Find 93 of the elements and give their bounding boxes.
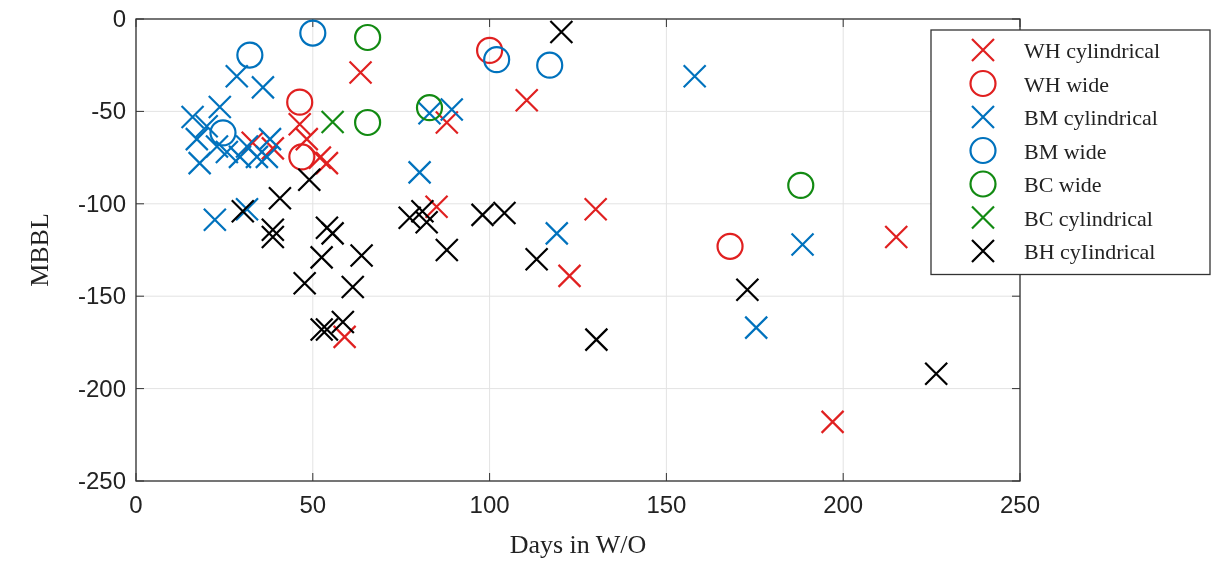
point — [294, 127, 319, 152]
point — [744, 315, 769, 340]
point — [314, 215, 340, 240]
legend-label: WH cylindrical — [1024, 38, 1161, 63]
point — [787, 171, 815, 199]
point — [415, 94, 444, 122]
point — [584, 327, 609, 352]
legend-label: BC cylindrical — [1024, 205, 1153, 231]
point — [924, 361, 949, 386]
x-tick-label: 250 — [999, 491, 1041, 518]
point — [524, 247, 549, 272]
point — [254, 144, 279, 169]
point — [214, 139, 239, 165]
point — [354, 108, 382, 137]
point — [236, 41, 264, 69]
point — [292, 271, 317, 296]
y-tick-label: -200 — [77, 374, 126, 402]
point — [299, 19, 327, 47]
point — [184, 127, 209, 152]
y-tick-label: -250 — [77, 467, 126, 494]
point — [209, 119, 237, 147]
point — [180, 104, 205, 130]
point — [483, 46, 511, 74]
point — [260, 136, 285, 161]
point — [820, 409, 845, 434]
point — [307, 145, 332, 170]
y-tick-label: -100 — [77, 189, 126, 217]
point — [194, 114, 219, 139]
x-tick-label: 50 — [299, 491, 327, 518]
point — [202, 207, 227, 232]
point — [536, 51, 564, 79]
point — [330, 309, 355, 335]
point — [230, 199, 255, 224]
point — [234, 197, 260, 222]
point — [224, 64, 249, 89]
point — [260, 224, 285, 250]
point — [682, 64, 707, 89]
point — [314, 151, 340, 176]
x-tick-label: 200 — [823, 491, 864, 518]
point — [314, 317, 340, 342]
y-tick-label: 0 — [112, 5, 126, 32]
point — [884, 224, 909, 250]
point — [434, 110, 459, 135]
point — [320, 221, 345, 246]
y-tick-label: -150 — [77, 282, 126, 310]
x-axis-title: Days in W/O — [509, 530, 647, 559]
point — [476, 36, 504, 65]
point — [735, 277, 760, 302]
point — [244, 144, 270, 169]
point — [257, 127, 283, 152]
point — [349, 243, 374, 268]
point — [424, 194, 449, 219]
point — [207, 94, 232, 120]
legend-label: BM cylindrical — [1024, 105, 1158, 130]
point — [320, 109, 345, 135]
point — [332, 324, 357, 349]
legend-label: BM wide — [1024, 138, 1107, 164]
point — [348, 60, 373, 85]
point — [288, 143, 316, 171]
legend-label: WH wide — [1024, 71, 1109, 97]
point — [250, 75, 276, 100]
point — [557, 263, 582, 288]
legend-label: BH cyIindrical — [1024, 239, 1156, 264]
y-tick-label: -50 — [91, 97, 126, 125]
point — [354, 23, 382, 52]
x-tick-label: 150 — [646, 491, 687, 518]
point — [583, 197, 608, 222]
point — [549, 19, 574, 45]
point — [187, 151, 212, 176]
legend-label: BC wide — [1024, 172, 1102, 197]
x-tick-label: 100 — [469, 491, 510, 518]
point — [340, 274, 365, 300]
y-axis-title: MBBL — [25, 213, 54, 287]
point — [716, 232, 744, 260]
point — [514, 88, 539, 113]
point — [297, 167, 322, 192]
point — [309, 245, 334, 270]
point — [397, 205, 422, 230]
point — [227, 144, 253, 169]
point — [434, 237, 459, 263]
point — [287, 112, 312, 137]
point — [286, 88, 314, 116]
point — [544, 221, 569, 246]
point — [790, 232, 815, 257]
point — [260, 217, 285, 242]
point — [410, 199, 435, 224]
x-tick-label: 0 — [129, 491, 143, 518]
point — [309, 317, 334, 342]
point — [414, 210, 439, 235]
point — [407, 160, 432, 185]
point — [267, 186, 293, 211]
point — [204, 134, 230, 159]
point — [234, 134, 260, 159]
